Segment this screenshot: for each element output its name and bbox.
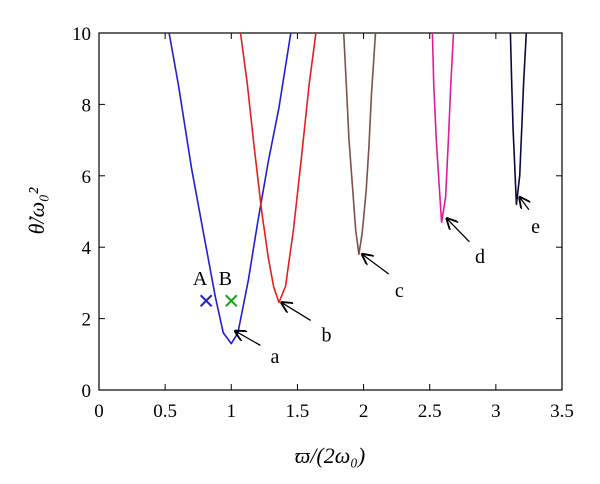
- x-tick-label: 1.5: [286, 401, 310, 422]
- annotation-label-e: e: [531, 216, 540, 238]
- annotation-label-b: b: [322, 325, 332, 347]
- annotation-arrow-e: [520, 197, 529, 211]
- marker-B: [225, 294, 238, 307]
- y-axis-title: θ̇/ω₀²: [24, 187, 49, 234]
- annotation-arrow-a: [235, 331, 261, 346]
- y-tick-label: 0: [82, 381, 92, 402]
- marker-A: [199, 294, 213, 307]
- x-axis-title: ϖ/(2ω₀): [295, 443, 365, 468]
- y-tick-label: 8: [82, 95, 92, 116]
- annotation-label-a: a: [270, 346, 279, 368]
- x-tick-label: 3.5: [550, 401, 574, 422]
- series-line-d: [431, 33, 455, 223]
- series-line-b: [239, 33, 317, 304]
- series-line-e: [509, 33, 528, 206]
- x-tick-label: 2: [359, 401, 369, 422]
- y-tick-label: 2: [82, 310, 92, 331]
- annotation-arrow-d: [447, 219, 470, 243]
- x-tick-label: 2.5: [418, 401, 442, 422]
- annotation-arrow-b: [282, 303, 311, 321]
- x-tick-label: 1: [227, 401, 237, 422]
- x-tick-label: 3: [491, 401, 501, 422]
- x-tick-label: 0: [94, 401, 104, 422]
- marker-label-A: A: [193, 268, 208, 290]
- plot-frame: [98, 32, 563, 391]
- y-tick-label: 4: [82, 238, 92, 259]
- series-line-a: [168, 33, 292, 345]
- curves: [168, 33, 528, 345]
- plot-area: 0 0.5 1 1.5 2 2.5 3 3.5 0 2 4 6 8 10 a b c d e A B: [72, 24, 574, 422]
- annotation-label-c: c: [395, 280, 404, 302]
- y-tick-label: 6: [82, 167, 92, 188]
- x-tick-label: 0.5: [153, 401, 177, 422]
- y-tick-label: 10: [72, 24, 91, 45]
- series-line-c: [342, 33, 377, 256]
- annotation-arrow-c: [362, 254, 390, 275]
- annotation-label-d: d: [475, 246, 485, 268]
- marker-label-B: B: [219, 268, 232, 290]
